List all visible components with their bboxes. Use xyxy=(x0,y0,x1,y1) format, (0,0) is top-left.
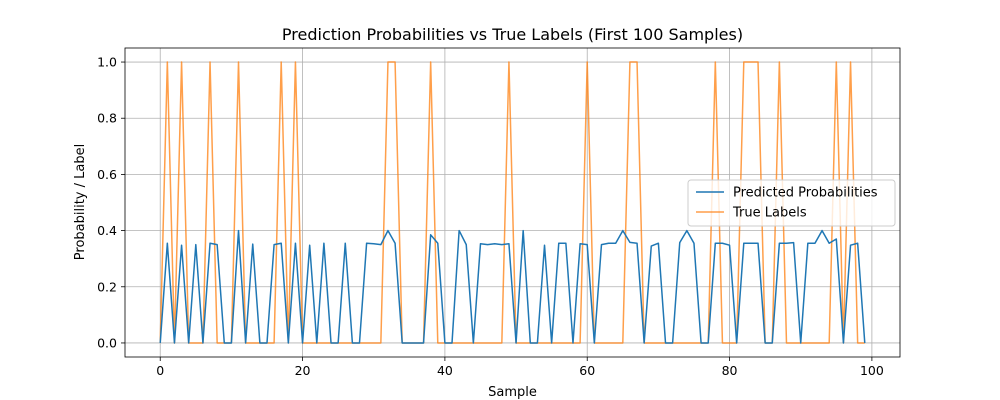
x-tick-label: 20 xyxy=(295,363,311,378)
y-tick-label: 0.2 xyxy=(97,279,117,294)
x-tick-label: 100 xyxy=(860,363,884,378)
y-tick-label: 0.0 xyxy=(97,335,117,350)
x-axis-ticks: 0 20 40 60 80 100 xyxy=(156,357,884,378)
legend: Predicted Probabilities True Labels xyxy=(687,179,896,227)
series-line-true-labels xyxy=(159,61,865,344)
x-tick-label: 40 xyxy=(437,363,453,378)
legend-label-true-labels: True Labels xyxy=(732,206,807,221)
y-tick-label: 0.6 xyxy=(97,167,117,182)
series-line-predicted-probabilities xyxy=(159,229,866,344)
chart-title: Prediction Probabilities vs True Labels … xyxy=(282,25,743,44)
x-axis-label: Sample xyxy=(488,385,537,400)
y-axis-label: Probability / Label xyxy=(73,144,88,260)
legend-label-predicted-probabilities: Predicted Probabilities xyxy=(733,186,878,201)
y-axis-ticks: 0.0 0.2 0.4 0.6 0.8 1.0 xyxy=(97,55,125,350)
x-tick-label: 80 xyxy=(722,363,738,378)
legend-box xyxy=(687,179,896,227)
plot-area xyxy=(159,61,866,344)
y-tick-label: 1.0 xyxy=(97,55,117,70)
y-tick-label: 0.8 xyxy=(97,111,117,126)
x-tick-label: 60 xyxy=(579,363,595,378)
y-tick-label: 0.4 xyxy=(97,223,117,238)
axes-frame xyxy=(124,47,901,358)
x-tick-label: 0 xyxy=(156,363,164,378)
